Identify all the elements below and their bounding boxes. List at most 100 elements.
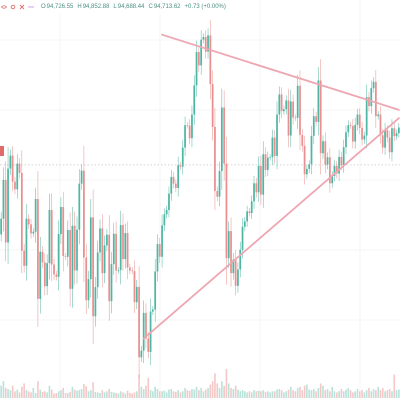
volume-bar	[161, 391, 163, 398]
candle-body	[374, 81, 377, 117]
candle-body	[4, 179, 7, 243]
candle-body	[23, 250, 26, 266]
gear-icon[interactable]	[10, 4, 16, 10]
candle-body	[89, 217, 92, 280]
candle-body	[303, 145, 306, 175]
candle-body	[317, 80, 320, 122]
candle-body	[16, 163, 19, 190]
candle-body	[377, 114, 380, 117]
candle-body	[250, 201, 253, 214]
volume-bar	[57, 391, 60, 398]
volume-bar	[112, 392, 115, 398]
volume-bar	[41, 391, 44, 398]
low-value: L 94,688.44	[113, 4, 145, 10]
candle-body	[168, 193, 170, 211]
volume-bar	[372, 389, 375, 398]
volume-bar	[214, 373, 216, 398]
volume-bar	[106, 391, 108, 398]
close-icon[interactable]	[19, 4, 25, 10]
volume-bar	[46, 392, 48, 398]
candle-body	[211, 84, 214, 127]
candle-body	[370, 88, 373, 107]
candle-body	[174, 183, 177, 188]
volume-bar	[255, 391, 258, 398]
volume-bar	[195, 386, 198, 398]
candle-body	[43, 262, 46, 287]
candle-body	[218, 170, 221, 197]
candle-body	[78, 183, 81, 230]
candle-body	[60, 207, 62, 235]
volume-bar	[338, 391, 340, 398]
candle-body	[278, 94, 281, 115]
volume-bar	[138, 374, 140, 398]
volume-bar	[347, 387, 350, 398]
volume-bar	[237, 389, 239, 398]
candle-body	[101, 228, 104, 274]
volume-bar	[301, 390, 304, 398]
candle-body	[62, 207, 65, 257]
volume-bar	[244, 391, 246, 398]
candle-body	[395, 133, 398, 137]
volume-bar	[358, 391, 361, 398]
candle-body	[384, 130, 386, 148]
candle-body	[140, 350, 143, 358]
volume-bar	[232, 389, 235, 398]
volume-bar	[175, 391, 177, 398]
candle-body	[315, 116, 317, 122]
candle-body	[76, 229, 78, 271]
volume-bar	[44, 391, 46, 398]
volume-bar	[9, 390, 12, 398]
volume-bar	[60, 390, 62, 398]
candle-body	[335, 165, 338, 174]
eye-off-icon[interactable]	[1, 4, 7, 10]
candle-body	[163, 214, 166, 226]
candle-body	[83, 170, 85, 258]
volume-bar	[345, 389, 347, 398]
candle-body	[133, 271, 136, 303]
candle-body	[138, 286, 140, 358]
volume-bar	[156, 389, 159, 398]
candle-body	[239, 249, 242, 270]
volume-bar	[73, 389, 76, 398]
candle-body	[230, 231, 232, 274]
candle-body	[368, 97, 370, 107]
volume-bar	[135, 391, 138, 398]
candle-body	[232, 259, 235, 274]
price-side-marker	[0, 146, 4, 156]
candle-body	[195, 52, 198, 86]
candle-body	[92, 217, 94, 317]
candle-body	[69, 230, 71, 289]
volume-bar	[393, 374, 396, 398]
more-icon[interactable]	[28, 4, 34, 10]
candle-body	[356, 114, 359, 125]
candle-body	[379, 114, 382, 136]
candle-body	[193, 85, 196, 115]
volume-bar	[126, 390, 129, 398]
ohlc-legend: O 94,726.55 H 94,852.88 L 94,688.44 C 94,713…	[0, 0, 226, 14]
volume-bar	[384, 391, 386, 398]
volume-bar	[253, 390, 255, 398]
candle-body	[253, 183, 255, 202]
volume-bar	[163, 390, 166, 398]
candle-body	[237, 269, 239, 286]
volume-bar	[188, 390, 191, 398]
candle-body	[220, 107, 223, 171]
volume-bar	[200, 387, 202, 398]
candle-body	[46, 263, 48, 287]
candle-body	[342, 147, 345, 166]
change-value: +0.73 (+0.00%)	[184, 4, 226, 10]
candle-body	[154, 271, 157, 310]
volume-bar	[308, 389, 310, 398]
candle-body	[135, 286, 138, 303]
candle-body	[39, 251, 42, 299]
volume-bar	[4, 387, 7, 398]
candle-body	[241, 226, 244, 250]
high-value: H 94,852.88	[77, 4, 110, 10]
volume-bar	[329, 391, 331, 398]
candle-body	[106, 234, 108, 246]
candle-body	[20, 172, 23, 251]
candle-body	[381, 135, 384, 148]
